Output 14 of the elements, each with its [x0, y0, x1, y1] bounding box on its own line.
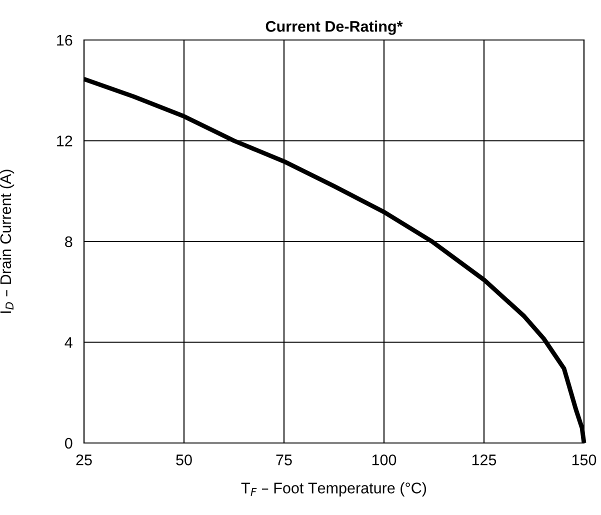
chart-title: Current De-Rating*: [266, 20, 403, 35]
x-axis-title: T$_{F}$ – Foot Temperature (°C): [241, 482, 426, 496]
y-tick-label: 16: [57, 34, 72, 46]
x-tick-label: 125: [472, 454, 496, 466]
x-tick-label: 150: [572, 454, 596, 466]
y-tick-label: 8: [65, 236, 72, 248]
y-tick-label: 4: [64, 337, 72, 348]
x-tick-label: 100: [372, 454, 396, 466]
y-tick-label: 12: [57, 136, 72, 146]
x-tick-label: 25: [76, 454, 92, 466]
y-axis-title: I$_{D}$ – Drain Current (A): [0, 170, 14, 313]
y-tick-label: 0: [64, 438, 72, 449]
x-tick-label: 75: [276, 454, 292, 466]
x-tick-label: 50: [176, 454, 192, 466]
